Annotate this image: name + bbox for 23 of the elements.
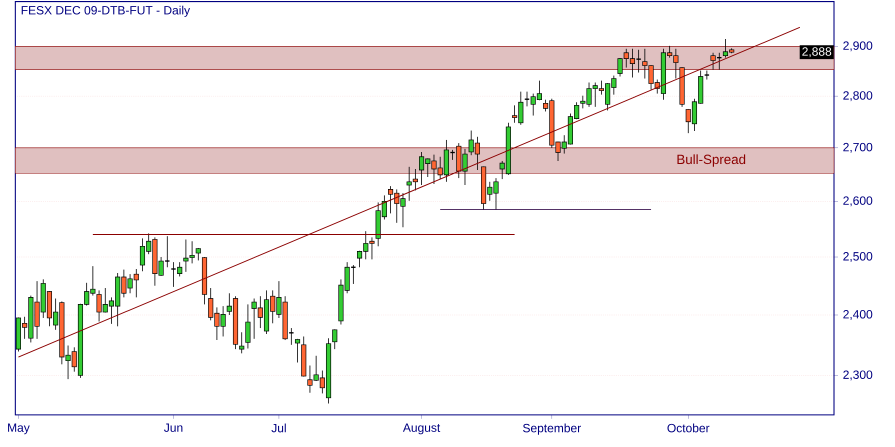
- y-tick-label: 2,500: [843, 252, 872, 262]
- annotation: 2,888: [802, 47, 832, 58]
- candlestick: [294, 338, 300, 363]
- chart-title: FESX DEC 09-DTB-FUT - Daily: [22, 6, 190, 17]
- y-tick-label: 2,300: [843, 370, 872, 380]
- x-tick-label: August: [402, 424, 440, 434]
- x-tick-label: Jun: [164, 424, 182, 432]
- band-label: Bull-Spread: [677, 154, 746, 167]
- candlestick: [183, 239, 188, 272]
- candlestick: [196, 248, 201, 261]
- x-tick-label: October: [667, 424, 710, 432]
- candlestick: [190, 240, 195, 264]
- y-tick-label: 2,900: [843, 41, 872, 52]
- candlestick: [332, 328, 338, 350]
- y-tick-label: 2,700: [843, 142, 872, 153]
- candlestick: [245, 304, 250, 349]
- y-tick-label: 2,400: [843, 310, 872, 320]
- x-tick-label: September: [523, 424, 581, 435]
- y-tick-label: 2,800: [843, 91, 872, 102]
- candlestick: [239, 332, 244, 354]
- x-tick-label: Jul: [271, 424, 286, 432]
- y-tick-label: 2,600: [843, 196, 872, 206]
- x-tick-label: May: [8, 424, 30, 434]
